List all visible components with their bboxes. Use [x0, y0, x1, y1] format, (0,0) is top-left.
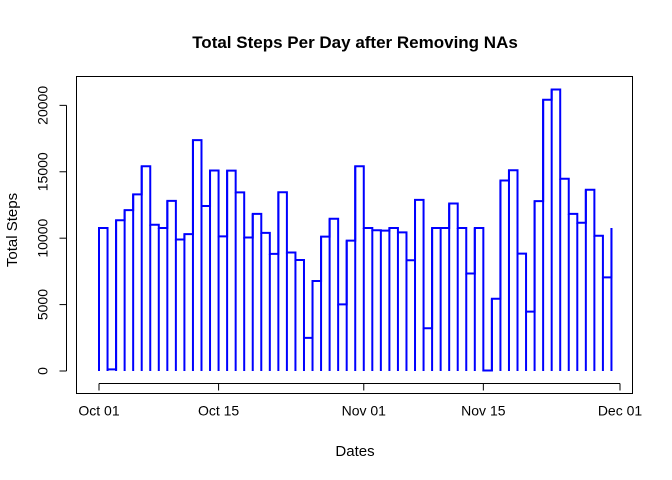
chart-title: Total Steps Per Day after Removing NAs	[192, 33, 518, 52]
y-tick-label: 5000	[35, 289, 51, 320]
y-axis-label: Total Steps	[4, 193, 21, 267]
plot-frame	[76, 76, 633, 394]
x-axis-label: Dates	[335, 443, 374, 460]
y-axis: 0 5000 10000 15000 20000	[35, 86, 67, 375]
y-tick-label: 20000	[35, 86, 51, 125]
x-tick-label: Dec 01	[598, 403, 643, 419]
x-tick-label: Oct 15	[198, 403, 239, 419]
y-tick-label: 15000	[35, 152, 51, 191]
series-group	[98, 88, 613, 372]
x-tick-label: Oct 01	[78, 403, 119, 419]
x-axis: Oct 01 Oct 15 Nov 01 Nov 15 Dec 01	[78, 383, 643, 419]
x-tick-label: Nov 15	[461, 403, 506, 419]
y-tick-label: 10000	[35, 219, 51, 258]
x-tick-label: Nov 01	[342, 403, 387, 419]
y-tick-label: 0	[35, 367, 51, 375]
